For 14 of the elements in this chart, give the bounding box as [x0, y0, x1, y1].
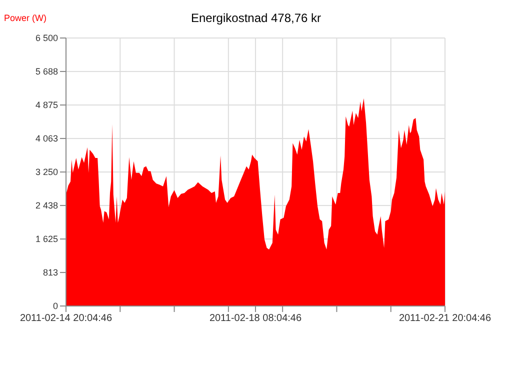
x-tick-label: 2011-02-14 20:04:46	[20, 313, 112, 324]
y-tick-label: 2 438	[35, 200, 58, 211]
y-axis-title: Power (W)	[4, 13, 46, 23]
y-tick-label: 4 875	[35, 100, 58, 110]
y-tick-label: 813	[42, 268, 58, 278]
y-tick-label: 3 250	[35, 167, 58, 178]
y-tick-label: 1 625	[35, 234, 58, 244]
y-tick-label: 6 500	[35, 33, 58, 44]
chart-title: Energikostnad 478,76 kr	[190, 11, 322, 25]
x-tick-label: 2011-02-21 20:04:46	[398, 313, 492, 324]
y-tick-label: 0	[52, 301, 58, 312]
y-tick-label: 4 063	[35, 134, 58, 144]
x-tick-label: 2011-02-18 08:04:46	[209, 313, 302, 324]
y-tick-label: 5 688	[35, 66, 58, 77]
